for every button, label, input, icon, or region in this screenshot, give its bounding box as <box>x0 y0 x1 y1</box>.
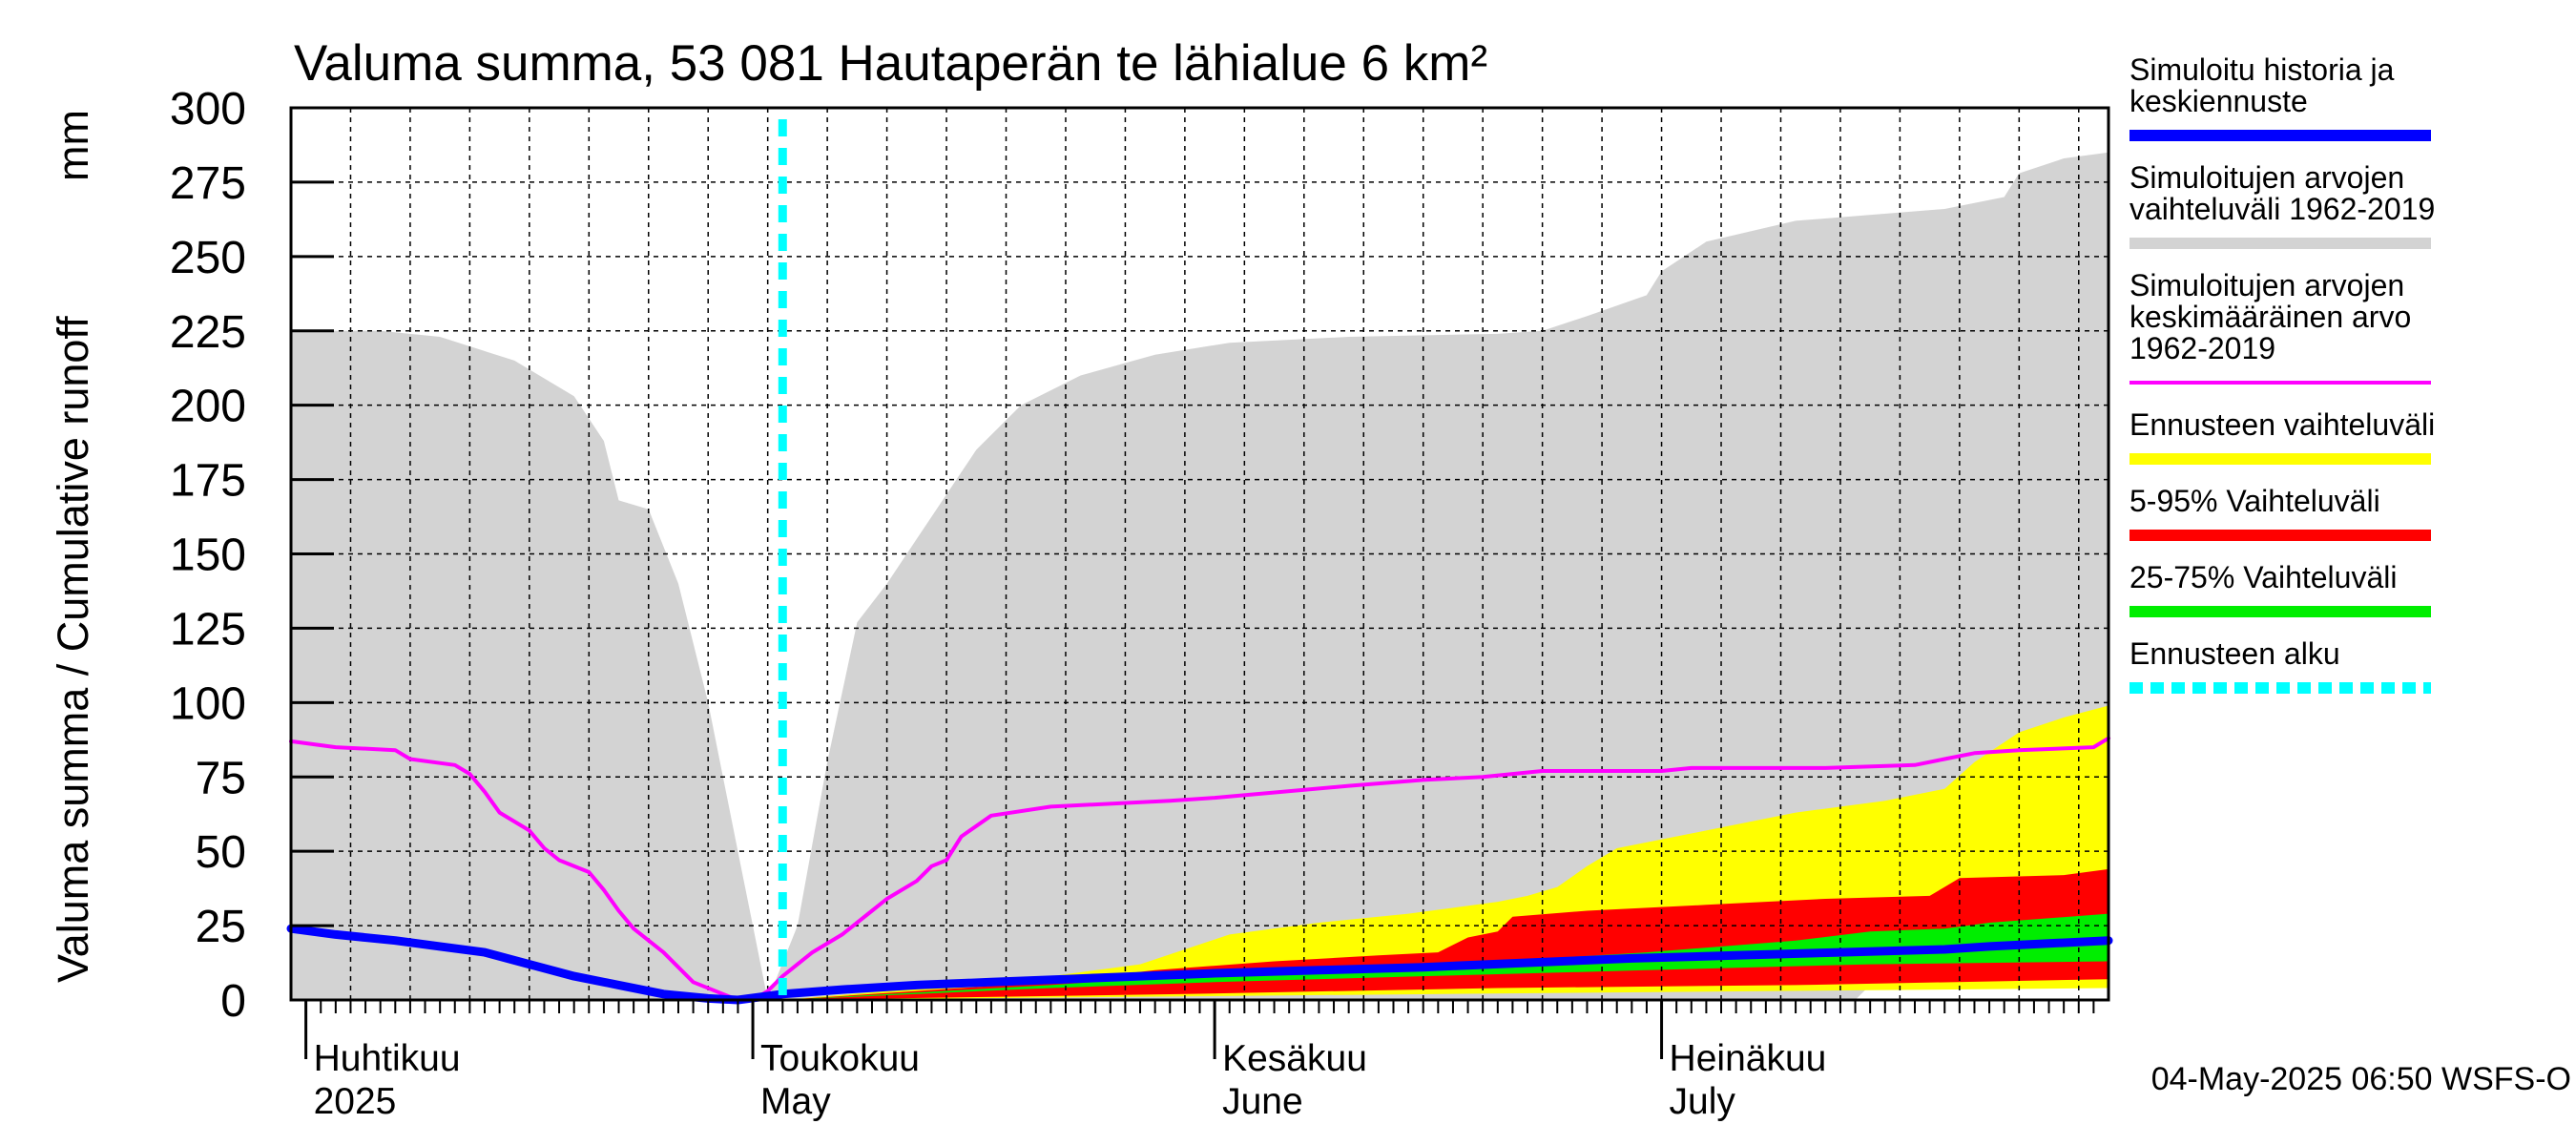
y-tick-label: 300 <box>170 84 246 135</box>
chart-title: Valuma summa, 53 081 Hautaperän te lähia… <box>294 35 1487 92</box>
legend-label: Ennusteen vaihteluväli <box>2129 407 2435 442</box>
axes: 0 25 50 75 100 125 150 175 200 225 250 275 300 Huhtik… <box>170 84 2110 1122</box>
legend-label: 25-75% Vaihteluväli <box>2129 560 2397 594</box>
gridlines <box>291 108 2109 1000</box>
y-tick-label: 150 <box>170 531 246 581</box>
history-range-band <box>291 152 2109 1001</box>
x-month-label: Kesäkuu <box>1222 1038 1367 1079</box>
y-axis-label: Valuma summa / Cumulative runoff <box>49 316 97 983</box>
bands-layer <box>291 152 2109 1001</box>
x-month-label: Toukokuu <box>760 1038 920 1079</box>
p25-75-band <box>782 913 2109 1000</box>
simulated-line <box>286 924 2113 1005</box>
legend-label: vaihteluväli 1962-2019 <box>2129 192 2435 226</box>
y-tick-label: 125 <box>170 604 246 655</box>
y-tick-label: 50 <box>196 827 246 878</box>
y-tick-label: 25 <box>196 902 246 952</box>
y-tick-label: 225 <box>170 307 246 358</box>
y-tick-label: 275 <box>170 158 246 209</box>
legend-label: Simuloitujen arvojen <box>2129 268 2404 302</box>
x-month-label: Huhtikuu <box>314 1038 461 1079</box>
p5-95-band <box>782 868 2109 1000</box>
y-tick-label: 100 <box>170 678 246 729</box>
series-lines-layer <box>286 119 2113 1005</box>
legend-label: 1962-2019 <box>2129 331 2275 365</box>
y-tick-label: 200 <box>170 382 246 432</box>
y-tick-label: 75 <box>196 753 246 803</box>
x-month-sublabel: July <box>1670 1081 1736 1122</box>
timestamp: 04-May-2025 06:50 WSFS-O <box>2151 1061 2571 1097</box>
x-month-sublabel: June <box>1222 1081 1303 1122</box>
x-month-sublabel: May <box>760 1081 831 1122</box>
y-tick-label: 0 <box>220 976 246 1027</box>
legend-label: keskimääräinen arvo <box>2129 300 2411 334</box>
legend-label: Ennusteen alku <box>2129 636 2340 671</box>
y-tick-label: 250 <box>170 233 246 283</box>
x-month-sublabel: 2025 <box>314 1081 397 1122</box>
y-axis-unit: mm <box>49 110 97 181</box>
legend-label: keskiennuste <box>2129 84 2308 118</box>
x-month-label: Heinäkuu <box>1670 1038 1827 1079</box>
mean-line <box>289 736 2110 1002</box>
legend-label: 5-95% Vaihteluväli <box>2129 484 2380 518</box>
y-tick-label: 175 <box>170 456 246 507</box>
legend-label: Simuloitu historia ja <box>2129 52 2395 87</box>
legend-label: Simuloitujen arvojen <box>2129 160 2404 195</box>
